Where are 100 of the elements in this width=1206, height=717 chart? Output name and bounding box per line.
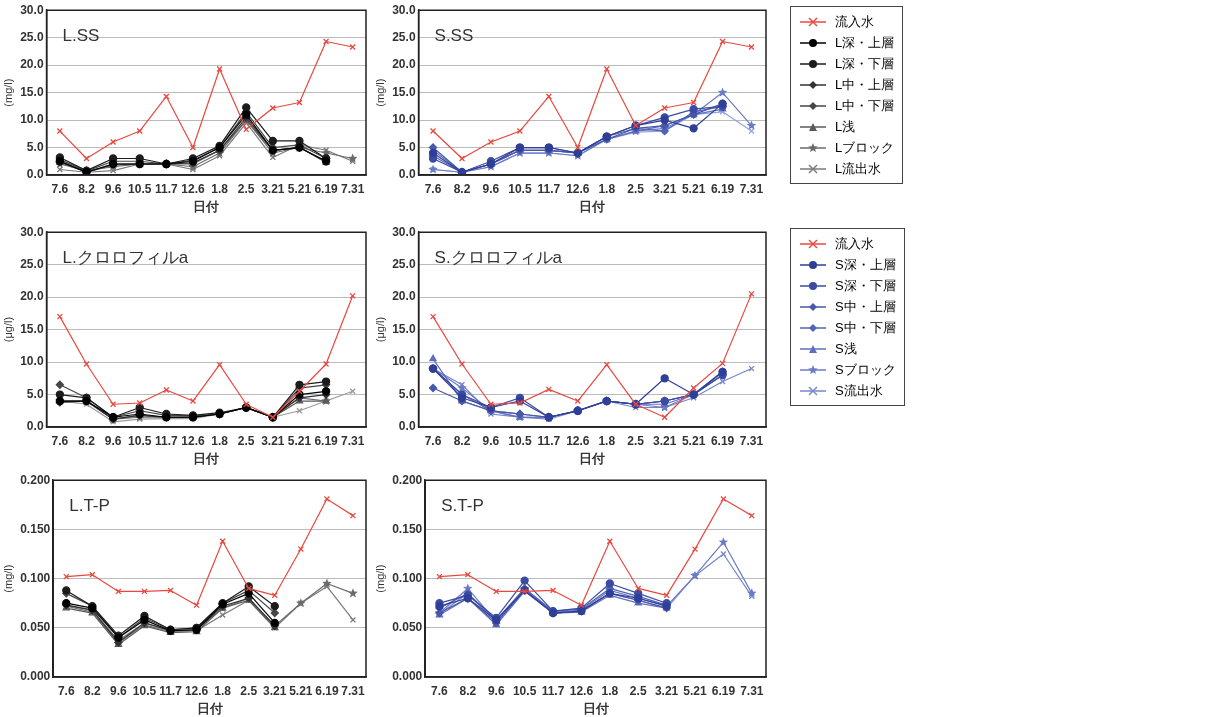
x-tick-label: 9.6 — [104, 433, 122, 448]
x-tick-label: 3.21 — [654, 683, 679, 698]
x-tick-label: 12.6 — [569, 683, 594, 698]
legend-label: S深・下層 — [835, 276, 896, 295]
y-tick-label: 0.000 — [20, 669, 51, 684]
x-tick-label: 9.6 — [482, 433, 500, 448]
x-tick-label: 12.6 — [184, 683, 209, 698]
y-tick-label: 15.0 — [20, 321, 44, 336]
x-tick-label: 10.5 — [508, 433, 532, 448]
x-tick-label: 8.2 — [78, 181, 96, 196]
x-tick-label: 7.6 — [424, 181, 442, 196]
legend-label: L中・上層 — [835, 75, 895, 94]
legend-label: S流出水 — [835, 381, 883, 400]
y-tick-label: 25.0 — [20, 256, 44, 271]
y-tick-label: 0.100 — [392, 570, 423, 585]
x-tick-label: 11.7 — [155, 433, 179, 448]
x-tick-label: 11.7 — [155, 181, 179, 196]
x-tick-label: 12.6 — [181, 433, 205, 448]
legend-label: S中・上層 — [835, 297, 896, 316]
x-tick-label: 5.21 — [287, 433, 312, 448]
y-tick-label: 30.0 — [20, 2, 44, 17]
x-tick-label: 7.31 — [341, 683, 365, 698]
y-tick-label: 5.0 — [398, 386, 416, 401]
x-tick-label: 10.5 — [128, 433, 152, 448]
y-axis-title: (mg/l) — [373, 564, 386, 593]
x-tick-label: 7.6 — [51, 181, 69, 196]
legend-label: Lブロック — [835, 138, 895, 157]
y-tick-label: 25.0 — [20, 29, 44, 44]
x-tick-label: 11.7 — [541, 683, 565, 698]
y-tick-label: 10.0 — [392, 112, 416, 127]
x-tick-label: 8.2 — [78, 433, 96, 448]
text: S.クロロフィルa — [434, 248, 563, 268]
y-tick-label: 0.050 — [392, 620, 423, 635]
y-tick-label: 30.0 — [392, 224, 416, 239]
y-tick-label: 20.0 — [392, 289, 416, 304]
x-axis-title: 日付 — [579, 450, 606, 466]
x-tick-label: 1.8 — [598, 181, 616, 196]
x-tick-label: 1.8 — [214, 683, 232, 698]
y-axis-title: (mg/l) — [1, 78, 14, 107]
y-tick-label: 15.0 — [392, 84, 416, 99]
x-tick-label: 7.31 — [740, 683, 764, 698]
y-tick-label: 10.0 — [20, 354, 44, 369]
legend-label: 流入水 — [835, 234, 874, 253]
x-tick-label: 5.21 — [681, 181, 706, 196]
x-tick-label: 10.5 — [132, 683, 157, 698]
x-tick-label: 6.19 — [710, 433, 735, 448]
x-tick-label: 2.5 — [627, 433, 645, 448]
x-tick-label: 2.5 — [237, 433, 255, 448]
text: L.T-P — [69, 496, 110, 516]
x-tick-label: 2.5 — [629, 683, 647, 698]
y-tick-label: 5.0 — [398, 139, 416, 154]
legend-label: S中・下層 — [835, 318, 896, 337]
y-tick-label: 0.100 — [20, 570, 51, 585]
text: L.SS — [62, 26, 100, 46]
text: L.クロロフィルa — [62, 248, 189, 268]
legend-label: L流出水 — [835, 159, 882, 178]
x-tick-label: 10.5 — [512, 683, 537, 698]
y-tick-label: 5.0 — [26, 139, 44, 154]
x-tick-label: 5.21 — [287, 181, 312, 196]
y-tick-label: 10.0 — [20, 112, 44, 127]
y-axis-title: (mg/l) — [1, 564, 14, 593]
x-tick-label: 8.2 — [453, 433, 471, 448]
y-tick-label: 0.0 — [26, 167, 44, 182]
x-tick-label: 6.19 — [711, 683, 736, 698]
x-tick-label: 2.5 — [237, 181, 255, 196]
legend-label: 流入水 — [835, 12, 874, 31]
y-tick-label: 30.0 — [392, 2, 416, 17]
x-tick-label: 6.19 — [710, 181, 735, 196]
x-tick-label: 11.7 — [537, 433, 561, 448]
x-tick-label: 2.5 — [627, 181, 645, 196]
legend-label: S浅 — [835, 339, 857, 358]
x-tick-label: 7.6 — [431, 683, 449, 698]
y-tick-label: 20.0 — [20, 289, 44, 304]
y-tick-label: 0.000 — [392, 669, 423, 684]
x-tick-label: 1.8 — [598, 433, 616, 448]
x-tick-label: 12.6 — [181, 181, 205, 196]
x-tick-label: 2.5 — [240, 683, 258, 698]
y-tick-label: 20.0 — [392, 57, 416, 72]
y-tick-label: 15.0 — [392, 321, 416, 336]
x-tick-label: 7.6 — [57, 683, 75, 698]
y-tick-label: 0.0 — [26, 419, 44, 434]
x-tick-label: 3.21 — [261, 433, 285, 448]
y-tick-label: 0.050 — [20, 620, 51, 635]
legend-label: L浅 — [835, 117, 856, 136]
x-tick-label: 5.21 — [683, 683, 708, 698]
x-axis-title: 日付 — [193, 198, 220, 214]
x-tick-label: 3.21 — [652, 433, 677, 448]
x-tick-label: 10.5 — [508, 181, 532, 196]
x-tick-label: 6.19 — [314, 181, 339, 196]
x-tick-label: 6.19 — [314, 433, 339, 448]
x-tick-label: 1.8 — [601, 683, 619, 698]
x-tick-label: 3.21 — [261, 181, 285, 196]
x-axis-title: 日付 — [579, 198, 606, 214]
y-tick-label: 5.0 — [26, 386, 44, 401]
x-tick-label: 11.7 — [159, 683, 183, 698]
y-axis-title: (mg/l) — [373, 78, 386, 107]
y-tick-label: 0.0 — [398, 167, 416, 182]
y-tick-label: 0.200 — [20, 472, 51, 487]
x-axis-title: 日付 — [196, 700, 223, 716]
x-tick-label: 7.6 — [424, 433, 442, 448]
